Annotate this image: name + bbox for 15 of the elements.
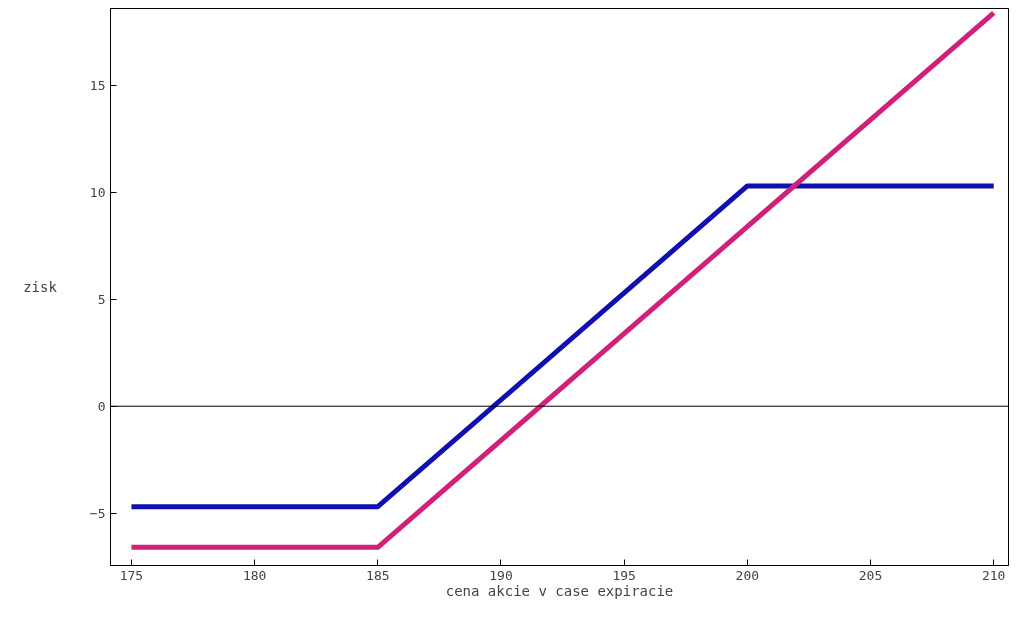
x-tick-label: 175 <box>119 567 144 583</box>
x-tick-label: 180 <box>242 567 267 583</box>
x-tick-label: 210 <box>981 567 1006 583</box>
x-tick-label: 195 <box>612 567 636 583</box>
y-axis-title: zisk <box>23 279 58 295</box>
y-tick-label: 5 <box>97 291 106 307</box>
y-tick-label: 10 <box>89 184 106 200</box>
y-tick-label: 0 <box>97 398 106 414</box>
y-tick-label: 15 <box>89 77 106 93</box>
x-tick-label: 205 <box>858 567 883 583</box>
x-tick-label: 190 <box>489 567 513 583</box>
y-tick-label: −5 <box>89 505 106 521</box>
x-axis-title: cena akcie v case expiracie <box>445 582 674 599</box>
x-tick-label: 185 <box>366 567 390 583</box>
x-tick-label: 200 <box>735 567 760 583</box>
